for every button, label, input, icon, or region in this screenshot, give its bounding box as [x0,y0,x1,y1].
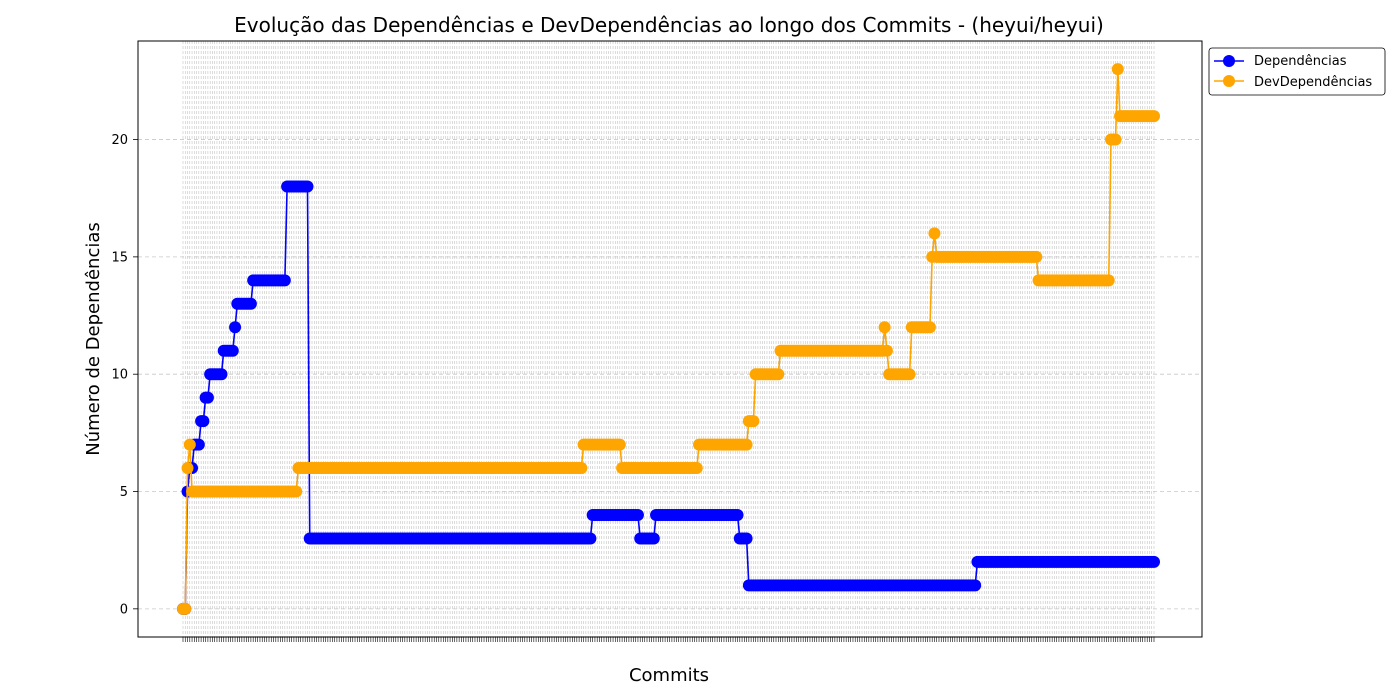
legend-box [1208,47,1386,96]
y-tick-label: 5 [120,485,128,500]
x-axis-label: Commits [629,665,709,686]
x-axis [182,637,1155,642]
data-point [1111,63,1124,76]
data-point [740,438,753,451]
data-point [183,438,196,451]
series-line [183,185,1154,610]
data-point [215,368,228,381]
data-point [740,532,753,545]
series-dependencias [177,180,1160,615]
grid-layer [138,41,1202,637]
legend-marker-devdependencias [1223,75,1235,87]
data-point [1109,133,1122,146]
data-point [179,602,192,615]
data-point [290,485,303,498]
data-point [244,297,257,310]
legend-label-devdependencias: DevDependências [1254,75,1372,90]
legend-entry-devdependencias: DevDependências [1214,75,1372,90]
y-axis: 0 5 10 15 20 [111,133,138,617]
data-point [878,321,891,334]
legend-entry-dependencias: Dependências [1214,54,1347,69]
data-point [192,438,205,451]
data-point [181,462,194,475]
data-point [631,508,644,521]
data-point [923,321,936,334]
data-point [1030,250,1043,263]
data-point [226,344,239,357]
data-point [928,227,941,240]
series-line [183,69,1154,610]
data-point [731,508,744,521]
y-axis-label: Número de Dependências [83,222,104,456]
data-point [278,274,291,287]
data-point [229,321,242,334]
legend-marker-dependencias [1223,55,1235,67]
y-tick-label: 20 [111,133,128,148]
data-point [969,579,982,592]
data-point [197,415,210,428]
plot-frame [137,40,1203,638]
y-tick-label: 0 [120,602,128,617]
chart-title: Evolução das Dependências e DevDependênc… [234,13,1104,37]
data-point [772,368,785,381]
data-point [647,532,660,545]
series-devdependencias [177,63,1160,615]
series-layer [177,63,1160,615]
legend: Dependências DevDependências [1208,47,1386,96]
legend-label-dependencias: Dependências [1254,54,1347,69]
data-point [747,415,760,428]
data-point [1102,274,1115,287]
y-tick-label: 15 [111,250,128,265]
data-point [613,438,626,451]
data-point [690,462,703,475]
data-point [1148,555,1160,568]
data-point [880,344,893,357]
data-point [301,180,314,193]
y-tick-label: 10 [111,368,128,383]
data-point [201,391,214,404]
data-point [903,368,916,381]
data-point [584,532,597,545]
data-point [575,462,588,475]
data-point [1148,110,1160,123]
